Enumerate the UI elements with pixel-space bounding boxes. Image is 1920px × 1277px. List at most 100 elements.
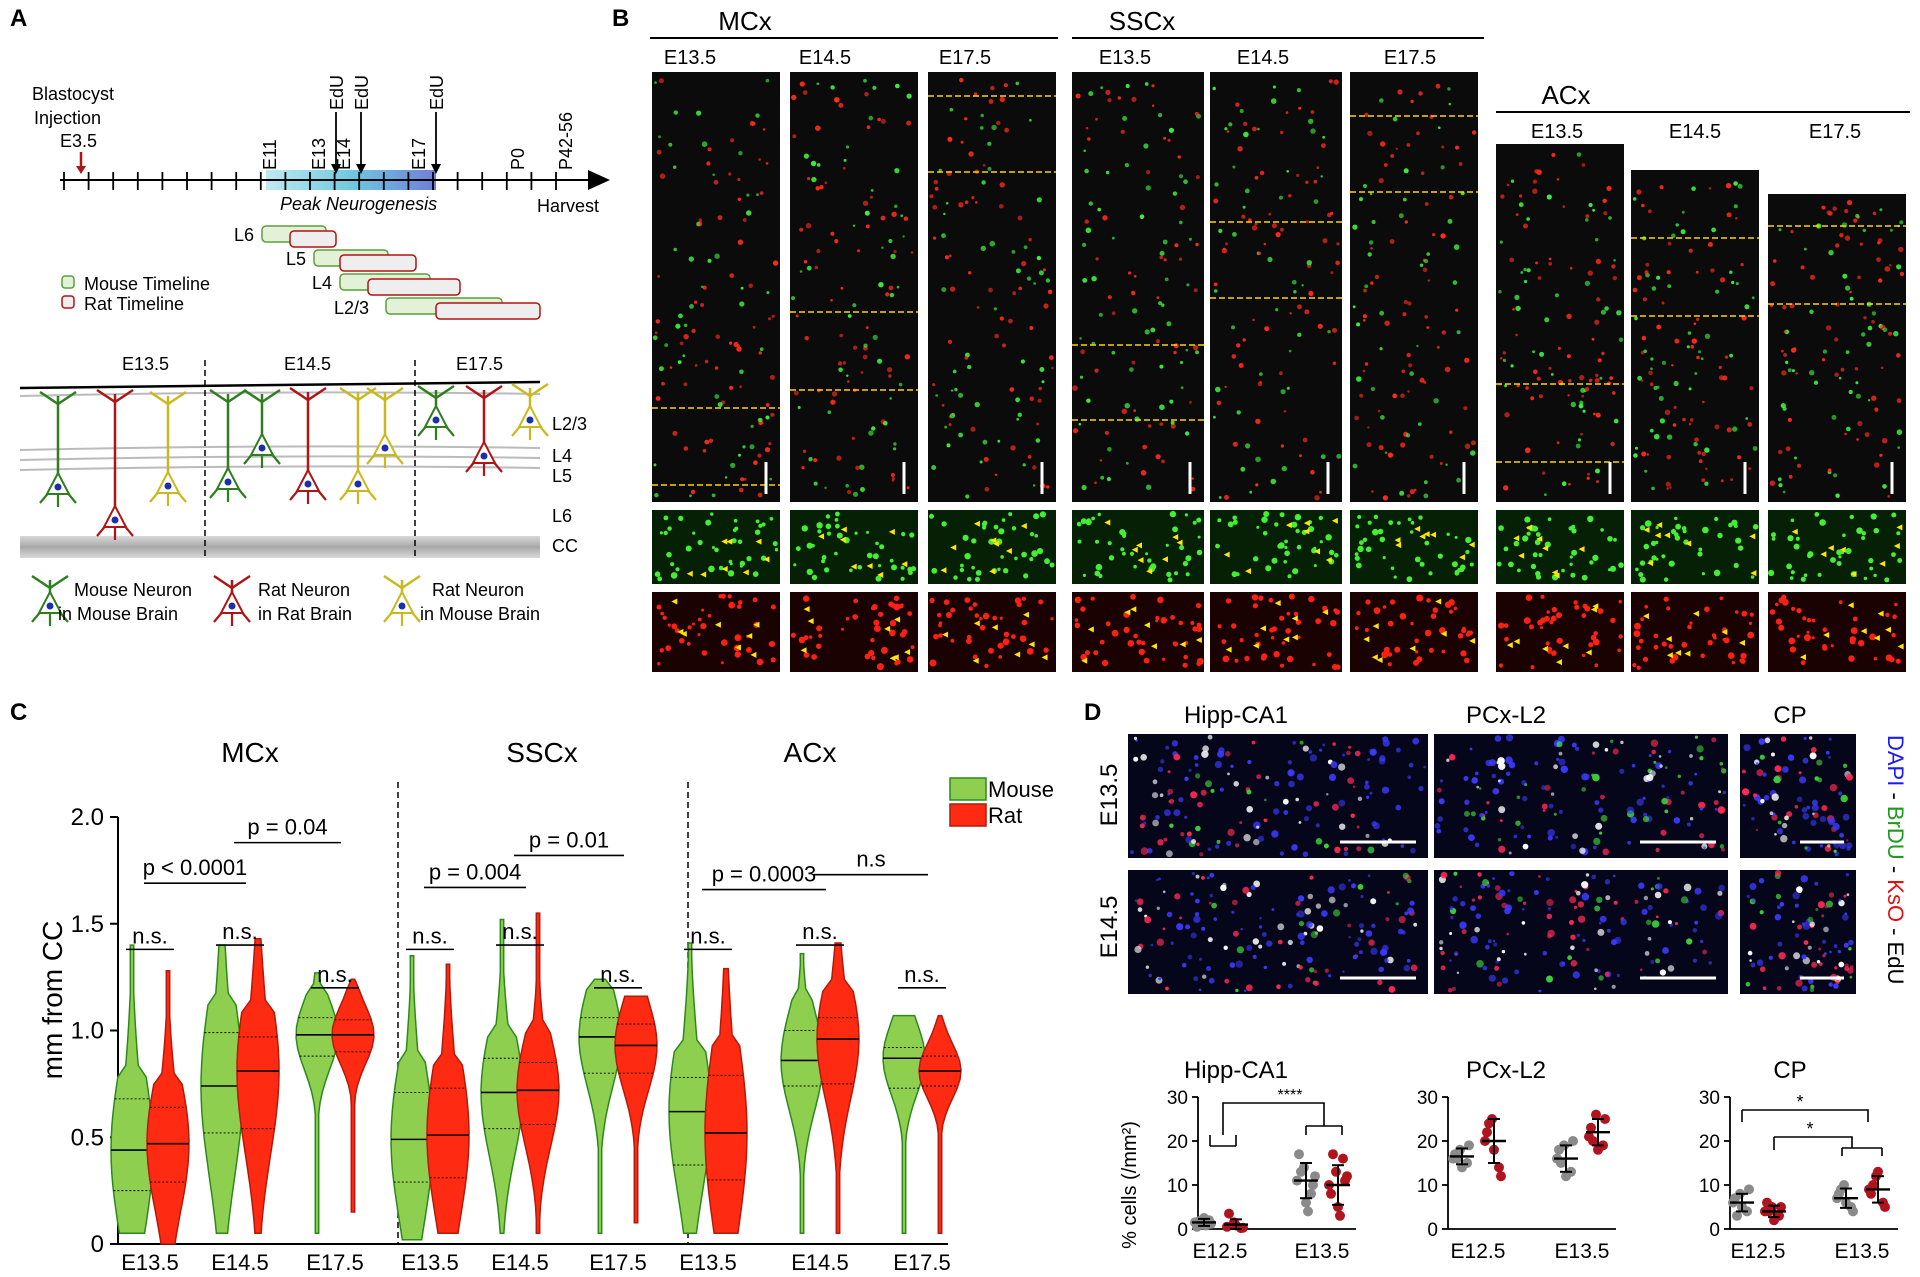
cell-dot xyxy=(1545,877,1550,881)
group-title-sscx: SSCx xyxy=(1109,6,1175,36)
cell-dot xyxy=(1651,486,1655,491)
cell-dot xyxy=(1352,305,1356,309)
cell-dot xyxy=(999,96,1005,103)
cell-dot xyxy=(1759,910,1764,915)
arrowhead-icon xyxy=(1137,557,1144,564)
data-point xyxy=(1342,1171,1352,1182)
d-row-e145: E14.5 xyxy=(1096,896,1123,959)
inset-green-dot xyxy=(728,559,733,564)
violin-mark xyxy=(200,944,244,1235)
inset-green-dot xyxy=(1419,561,1425,567)
cell-dot xyxy=(1502,358,1506,362)
cell-dot xyxy=(1595,822,1603,830)
cell-dot xyxy=(802,449,807,453)
cell-dot xyxy=(1332,361,1337,366)
inset-red-dot xyxy=(1891,633,1896,638)
cell-dot xyxy=(1518,202,1524,208)
cell-dot xyxy=(1247,759,1252,765)
cell-dot xyxy=(871,426,876,431)
inset-green xyxy=(928,510,1056,584)
cell-dot xyxy=(1612,748,1619,755)
schematic-stage-e145: E14.5 xyxy=(284,354,331,374)
cell-dot xyxy=(1299,740,1304,745)
cell-dot xyxy=(855,465,860,471)
cell-dot xyxy=(1225,751,1231,757)
cell-dot xyxy=(1594,905,1601,912)
inset-red-bg xyxy=(1631,592,1759,672)
cell-dot xyxy=(1158,877,1161,881)
cell-dot xyxy=(1173,343,1179,349)
cell-dot xyxy=(757,492,763,498)
cell-dot xyxy=(1035,438,1041,443)
cell-dot xyxy=(1747,422,1753,427)
inset-red-dot xyxy=(770,604,776,610)
cell-dot xyxy=(1867,399,1871,402)
cell-dot xyxy=(1598,807,1604,813)
inset-green-dot xyxy=(953,575,958,580)
cell-dot xyxy=(1642,816,1650,823)
data-point xyxy=(1301,1197,1311,1208)
inset-green-dot xyxy=(1750,575,1755,579)
y-tick-label: 20 xyxy=(1167,1132,1188,1153)
cell-dot xyxy=(1224,385,1227,389)
cell-dot xyxy=(1183,179,1188,184)
cell-dot xyxy=(1557,346,1561,350)
inset-red-dot xyxy=(1225,598,1232,604)
cell-dot xyxy=(1359,393,1364,398)
arrowhead-icon xyxy=(742,569,749,576)
cell-dot xyxy=(1015,397,1020,403)
inset-green-dot xyxy=(998,528,1005,535)
cell-dot xyxy=(1440,871,1448,879)
cell-dot xyxy=(1592,741,1600,748)
cell-dot xyxy=(990,85,995,91)
inset-green-dot xyxy=(1682,529,1687,534)
cell-dot xyxy=(1550,792,1555,796)
cell-dot xyxy=(1561,961,1566,966)
cell-dot xyxy=(1021,261,1027,267)
cell-dot xyxy=(1125,84,1130,88)
cell-dot xyxy=(1347,777,1354,784)
cell-dot xyxy=(1815,908,1819,911)
cell-dot xyxy=(1333,79,1339,85)
inset-red-dot xyxy=(1330,620,1337,627)
cell-dot xyxy=(1556,741,1563,748)
cell-dot xyxy=(1835,493,1840,498)
cell-dot xyxy=(1162,239,1168,245)
cell-dot xyxy=(1464,799,1470,805)
comparison-label: n.s xyxy=(856,847,885,872)
inset-green-dot xyxy=(1644,520,1652,527)
inset-green-dot xyxy=(900,576,905,581)
cell-dot xyxy=(1306,805,1313,812)
cell-dot xyxy=(1634,316,1638,321)
cell-dot xyxy=(1407,390,1410,393)
cell-dot xyxy=(1023,245,1028,250)
cell-dot xyxy=(1173,350,1177,355)
inset-red-dot xyxy=(1739,658,1743,663)
violin-mark xyxy=(390,955,434,1241)
cell-dot xyxy=(1626,806,1635,815)
cell-dot xyxy=(1246,789,1252,795)
inset-red-dot xyxy=(1594,663,1599,667)
cell-dot xyxy=(1168,127,1174,133)
fluorescence-image xyxy=(1128,870,1428,994)
cell-dot xyxy=(1333,909,1341,917)
cell-dot xyxy=(1210,788,1215,793)
neuron-icon xyxy=(511,382,549,440)
inset-red-dot xyxy=(1633,630,1641,637)
inset-red-dot xyxy=(950,638,955,643)
inset-red-dot xyxy=(1254,632,1259,638)
inset-red-dot xyxy=(1196,626,1203,632)
cell-dot xyxy=(1278,939,1283,945)
cell-dot xyxy=(1322,238,1328,244)
inset-green-dot xyxy=(1357,515,1362,519)
cell-dot xyxy=(758,158,762,161)
neuron-nucleus xyxy=(46,602,54,610)
inset-red-dot xyxy=(1387,662,1392,667)
cell-dot xyxy=(1541,803,1548,810)
inset-green-dot xyxy=(1145,552,1149,556)
cell-dot xyxy=(1379,310,1385,316)
inset-red xyxy=(1210,592,1342,672)
arrowhead-icon xyxy=(1376,657,1383,664)
cell-dot xyxy=(965,494,970,499)
cell-dot xyxy=(847,314,852,318)
